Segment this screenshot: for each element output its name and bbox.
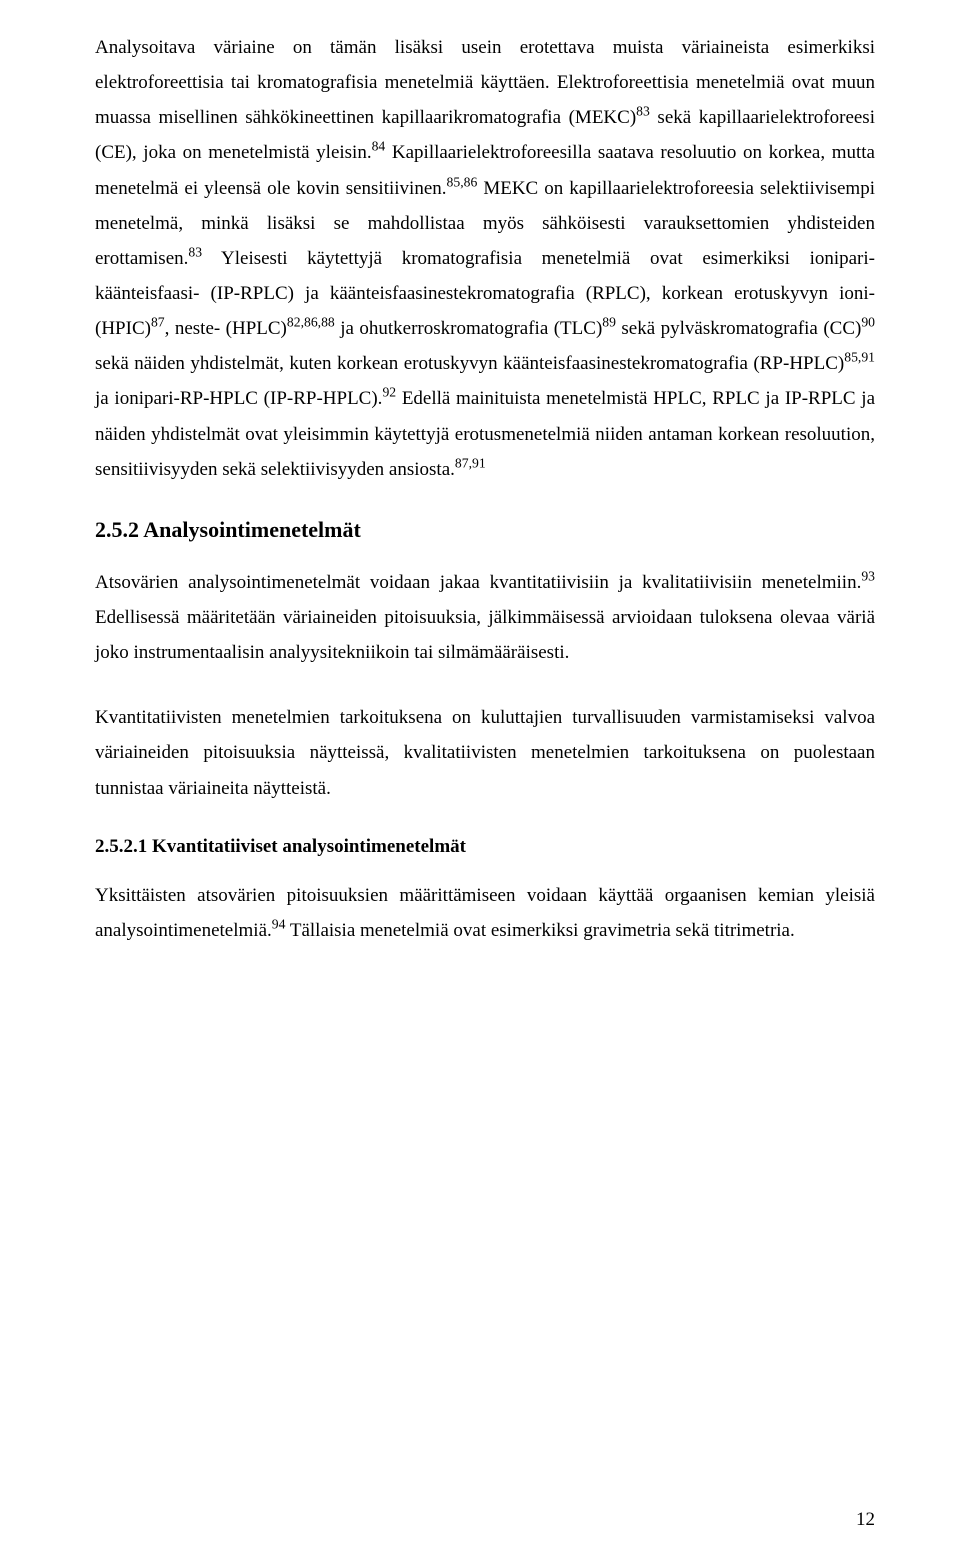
body-paragraph-3: Kvantitatiivisten menetelmien tarkoituks… — [95, 700, 875, 805]
body-paragraph-4: Yksittäisten atsovärien pitoisuuksien mä… — [95, 878, 875, 948]
heading-2-5-2-1: 2.5.2.1 Kvantitatiiviset analysointimene… — [95, 836, 875, 858]
page-number: 12 — [856, 1509, 875, 1531]
body-paragraph-2: Atsovärien analysointimenetelmät voidaan… — [95, 565, 875, 670]
body-paragraph-1: Analysoitava väriaine on tämän lisäksi u… — [95, 30, 875, 487]
page: Analysoitava väriaine on tämän lisäksi u… — [0, 0, 960, 1561]
heading-2-5-2: 2.5.2 Analysointimenetelmät — [95, 517, 875, 543]
